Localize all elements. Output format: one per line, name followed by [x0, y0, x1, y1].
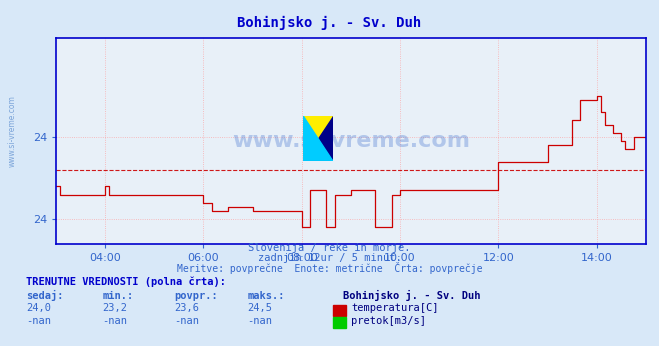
Text: Bohinjsko j. - Sv. Duh: Bohinjsko j. - Sv. Duh: [343, 290, 480, 301]
Text: Slovenija / reke in morje.: Slovenija / reke in morje.: [248, 243, 411, 253]
Text: Bohinjsko j. - Sv. Duh: Bohinjsko j. - Sv. Duh: [237, 16, 422, 30]
Text: 23,6: 23,6: [175, 303, 200, 313]
Text: 23,2: 23,2: [102, 303, 127, 313]
Text: temperatura[C]: temperatura[C]: [351, 303, 439, 313]
Text: sedaj:: sedaj:: [26, 290, 64, 301]
Text: pretok[m3/s]: pretok[m3/s]: [351, 316, 426, 326]
Text: zadnjih 12ur / 5 minut.: zadnjih 12ur / 5 minut.: [258, 253, 401, 263]
Text: -nan: -nan: [175, 316, 200, 326]
Text: povpr.:: povpr.:: [175, 291, 218, 301]
Text: -nan: -nan: [102, 316, 127, 326]
Polygon shape: [303, 116, 333, 161]
Polygon shape: [303, 116, 333, 161]
Text: -nan: -nan: [26, 316, 51, 326]
Text: Meritve: povprečne  Enote: metrične  Črta: povprečje: Meritve: povprečne Enote: metrične Črta:…: [177, 262, 482, 274]
Text: 24,5: 24,5: [247, 303, 272, 313]
Text: -nan: -nan: [247, 316, 272, 326]
Text: www.si-vreme.com: www.si-vreme.com: [232, 131, 470, 151]
Polygon shape: [303, 116, 333, 161]
Text: min.:: min.:: [102, 291, 133, 301]
Text: www.si-vreme.com: www.si-vreme.com: [8, 95, 17, 167]
Text: TRENUTNE VREDNOSTI (polna črta):: TRENUTNE VREDNOSTI (polna črta):: [26, 277, 226, 288]
Text: maks.:: maks.:: [247, 291, 285, 301]
Text: 24,0: 24,0: [26, 303, 51, 313]
